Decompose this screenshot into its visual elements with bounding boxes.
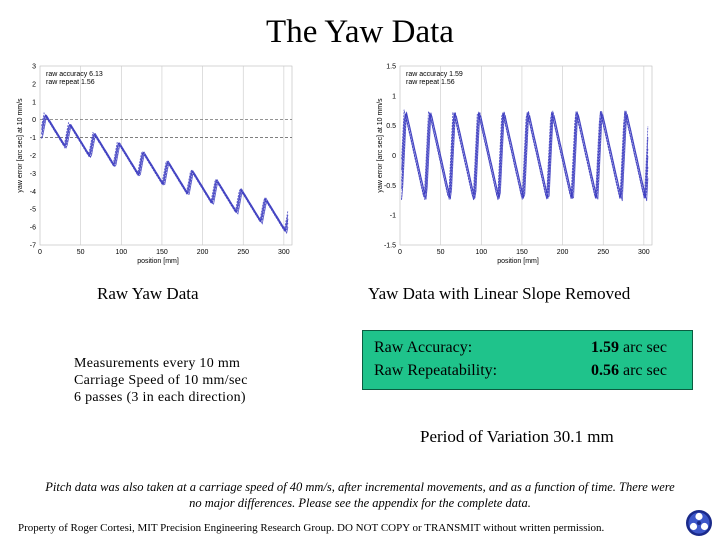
measurement-notes: Measurements every 10 mm Carriage Speed … <box>74 355 248 406</box>
y-tick-label: -1 <box>30 135 36 142</box>
x-tick-label: 150 <box>156 249 168 256</box>
measurement-line: 6 passes (3 in each direction) <box>74 390 246 405</box>
y-tick-label: 0.5 <box>386 123 396 130</box>
y-axis-label: yaw error [arc sec] at 10 mm/s <box>17 98 24 193</box>
stats-box: Raw Accuracy: 1.59 arc sec Raw Repeatabi… <box>362 330 693 390</box>
x-tick-label: 0 <box>398 249 402 256</box>
x-tick-label: 250 <box>237 249 249 256</box>
y-tick-label: 0 <box>32 117 36 124</box>
y-tick-label: -6 <box>30 225 36 232</box>
y-tick-label: 3 <box>32 64 36 71</box>
plot-frame <box>399 65 653 246</box>
pitch-note: Pitch data was also taken at a carriage … <box>45 480 675 510</box>
detrended-yaw-chart: 0 50 100 150 200 250 300 1.5 1 0.5 0 -0.5 -1 -1.5 raw … <box>360 56 660 270</box>
y-tick-label: -1 <box>390 213 396 220</box>
detrended-yaw-chart-svg: 0 50 100 150 200 250 300 1.5 1 0.5 0 -0.5 -1 -1.5 raw … <box>377 64 653 265</box>
period-of-variation: Period of Variation 30.1 mm <box>420 427 614 446</box>
raw-yaw-chart-svg: 0 50 100 150 200 250 300 3 2 1 0 -1 -2 -3 -4 -5 -6 -7 raw … <box>17 64 293 265</box>
repeatability-value: 0.56 arc sec <box>591 362 667 379</box>
raw-yaw-chart: 0 50 100 150 200 250 300 3 2 1 0 -1 -2 -3 -4 -5 -6 -7 raw … <box>0 56 300 270</box>
detrended-yaw-caption: Yaw Data with Linear Slope Removed <box>368 284 631 303</box>
y-tick-label: 1 <box>392 93 396 100</box>
legend-annotation: raw accuracy 6.13 <box>46 71 103 78</box>
x-tick-label: 0 <box>38 249 42 256</box>
x-tick-label: 50 <box>437 249 445 256</box>
series-line <box>41 111 289 231</box>
y-tick-label: -0.5 <box>384 183 396 190</box>
x-tick-label: 50 <box>77 249 85 256</box>
y-tick-label: 2 <box>32 81 36 88</box>
measurement-line: Measurements every 10 mm <box>74 356 241 371</box>
measurement-line: Carriage Speed of 10 mm/sec <box>74 373 248 388</box>
x-tick-label: 100 <box>115 249 127 256</box>
y-tick-label: 0 <box>392 153 396 160</box>
y-tick-label: 1.5 <box>386 64 396 71</box>
y-tick-label: -4 <box>30 189 36 196</box>
accuracy-label: Raw Accuracy: <box>374 339 473 356</box>
y-tick-label: -1.5 <box>384 243 396 250</box>
raw-yaw-caption: Raw Yaw Data <box>97 284 199 303</box>
repeatability-label: Raw Repeatability: <box>374 362 498 379</box>
x-tick-label: 100 <box>475 249 487 256</box>
plot-frame <box>39 65 293 246</box>
legend-annotation: raw repeat 1.56 <box>46 79 95 86</box>
series-line <box>401 109 649 199</box>
x-axis-label: position [mm] <box>137 258 179 265</box>
y-tick-label: -2 <box>30 153 36 160</box>
x-axis-label: position [mm] <box>497 258 539 265</box>
y-tick-label: -3 <box>30 171 36 178</box>
x-tick-label: 300 <box>638 249 650 256</box>
legend-annotation: raw repeat 1.56 <box>406 79 455 86</box>
series-line <box>41 114 289 232</box>
y-tick-label: -7 <box>30 243 36 250</box>
y-axis-label: yaw error [arc sec] at 10 mm/s <box>377 98 384 193</box>
page-title: The Yaw Data <box>266 14 454 50</box>
accuracy-value: 1.59 arc sec <box>591 339 667 356</box>
y-tick-label: -5 <box>30 207 36 214</box>
x-tick-label: 200 <box>197 249 209 256</box>
x-tick-label: 250 <box>597 249 609 256</box>
x-tick-label: 150 <box>516 249 528 256</box>
x-tick-label: 200 <box>557 249 569 256</box>
copyright-notice: Property of Roger Cortesi, MIT Precision… <box>18 522 605 534</box>
mit-perg-logo-icon <box>686 510 712 536</box>
series-line <box>41 114 289 232</box>
y-tick-label: 1 <box>32 99 36 106</box>
x-tick-label: 300 <box>278 249 290 256</box>
legend-annotation: raw accuracy 1.59 <box>406 71 463 78</box>
